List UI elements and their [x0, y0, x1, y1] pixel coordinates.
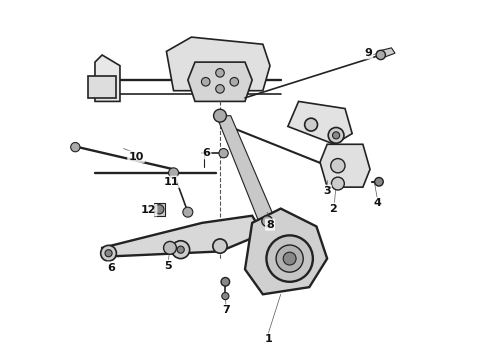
Circle shape	[214, 109, 226, 122]
Polygon shape	[95, 55, 120, 102]
Polygon shape	[377, 48, 395, 59]
Circle shape	[331, 158, 345, 173]
Circle shape	[333, 132, 340, 139]
Circle shape	[177, 246, 184, 253]
Circle shape	[100, 246, 117, 261]
Circle shape	[169, 168, 178, 178]
Polygon shape	[154, 203, 165, 216]
Circle shape	[267, 235, 313, 282]
Circle shape	[262, 216, 272, 226]
Circle shape	[216, 85, 224, 93]
Circle shape	[216, 68, 224, 77]
Circle shape	[276, 245, 303, 272]
Circle shape	[222, 293, 229, 300]
Text: 1: 1	[264, 334, 272, 344]
Polygon shape	[245, 208, 327, 294]
Circle shape	[155, 204, 164, 214]
Circle shape	[164, 242, 176, 254]
Text: 6: 6	[202, 148, 210, 158]
Circle shape	[213, 239, 227, 253]
Circle shape	[219, 149, 228, 158]
Circle shape	[183, 207, 193, 217]
Text: 12: 12	[141, 205, 156, 215]
Circle shape	[328, 127, 344, 143]
Circle shape	[376, 50, 386, 60]
Text: 11: 11	[164, 177, 179, 187]
Text: 3: 3	[323, 186, 331, 196]
Polygon shape	[188, 62, 252, 102]
Circle shape	[105, 249, 112, 257]
Text: 6: 6	[107, 262, 115, 273]
Text: 7: 7	[222, 305, 230, 315]
Circle shape	[221, 278, 230, 286]
Polygon shape	[217, 116, 273, 223]
Polygon shape	[320, 144, 370, 187]
Circle shape	[230, 77, 239, 86]
Text: 2: 2	[329, 203, 337, 213]
Circle shape	[201, 77, 210, 86]
Text: 9: 9	[364, 48, 372, 58]
Circle shape	[331, 177, 344, 190]
Circle shape	[283, 252, 296, 265]
Polygon shape	[88, 76, 117, 98]
Text: 10: 10	[128, 152, 144, 162]
Circle shape	[71, 143, 80, 152]
Circle shape	[172, 241, 190, 258]
Text: 5: 5	[164, 261, 172, 271]
Polygon shape	[288, 102, 352, 144]
Text: 8: 8	[266, 220, 274, 230]
Circle shape	[375, 177, 383, 186]
Polygon shape	[167, 37, 270, 91]
Polygon shape	[102, 216, 263, 257]
Text: 4: 4	[373, 198, 381, 208]
Circle shape	[305, 118, 318, 131]
